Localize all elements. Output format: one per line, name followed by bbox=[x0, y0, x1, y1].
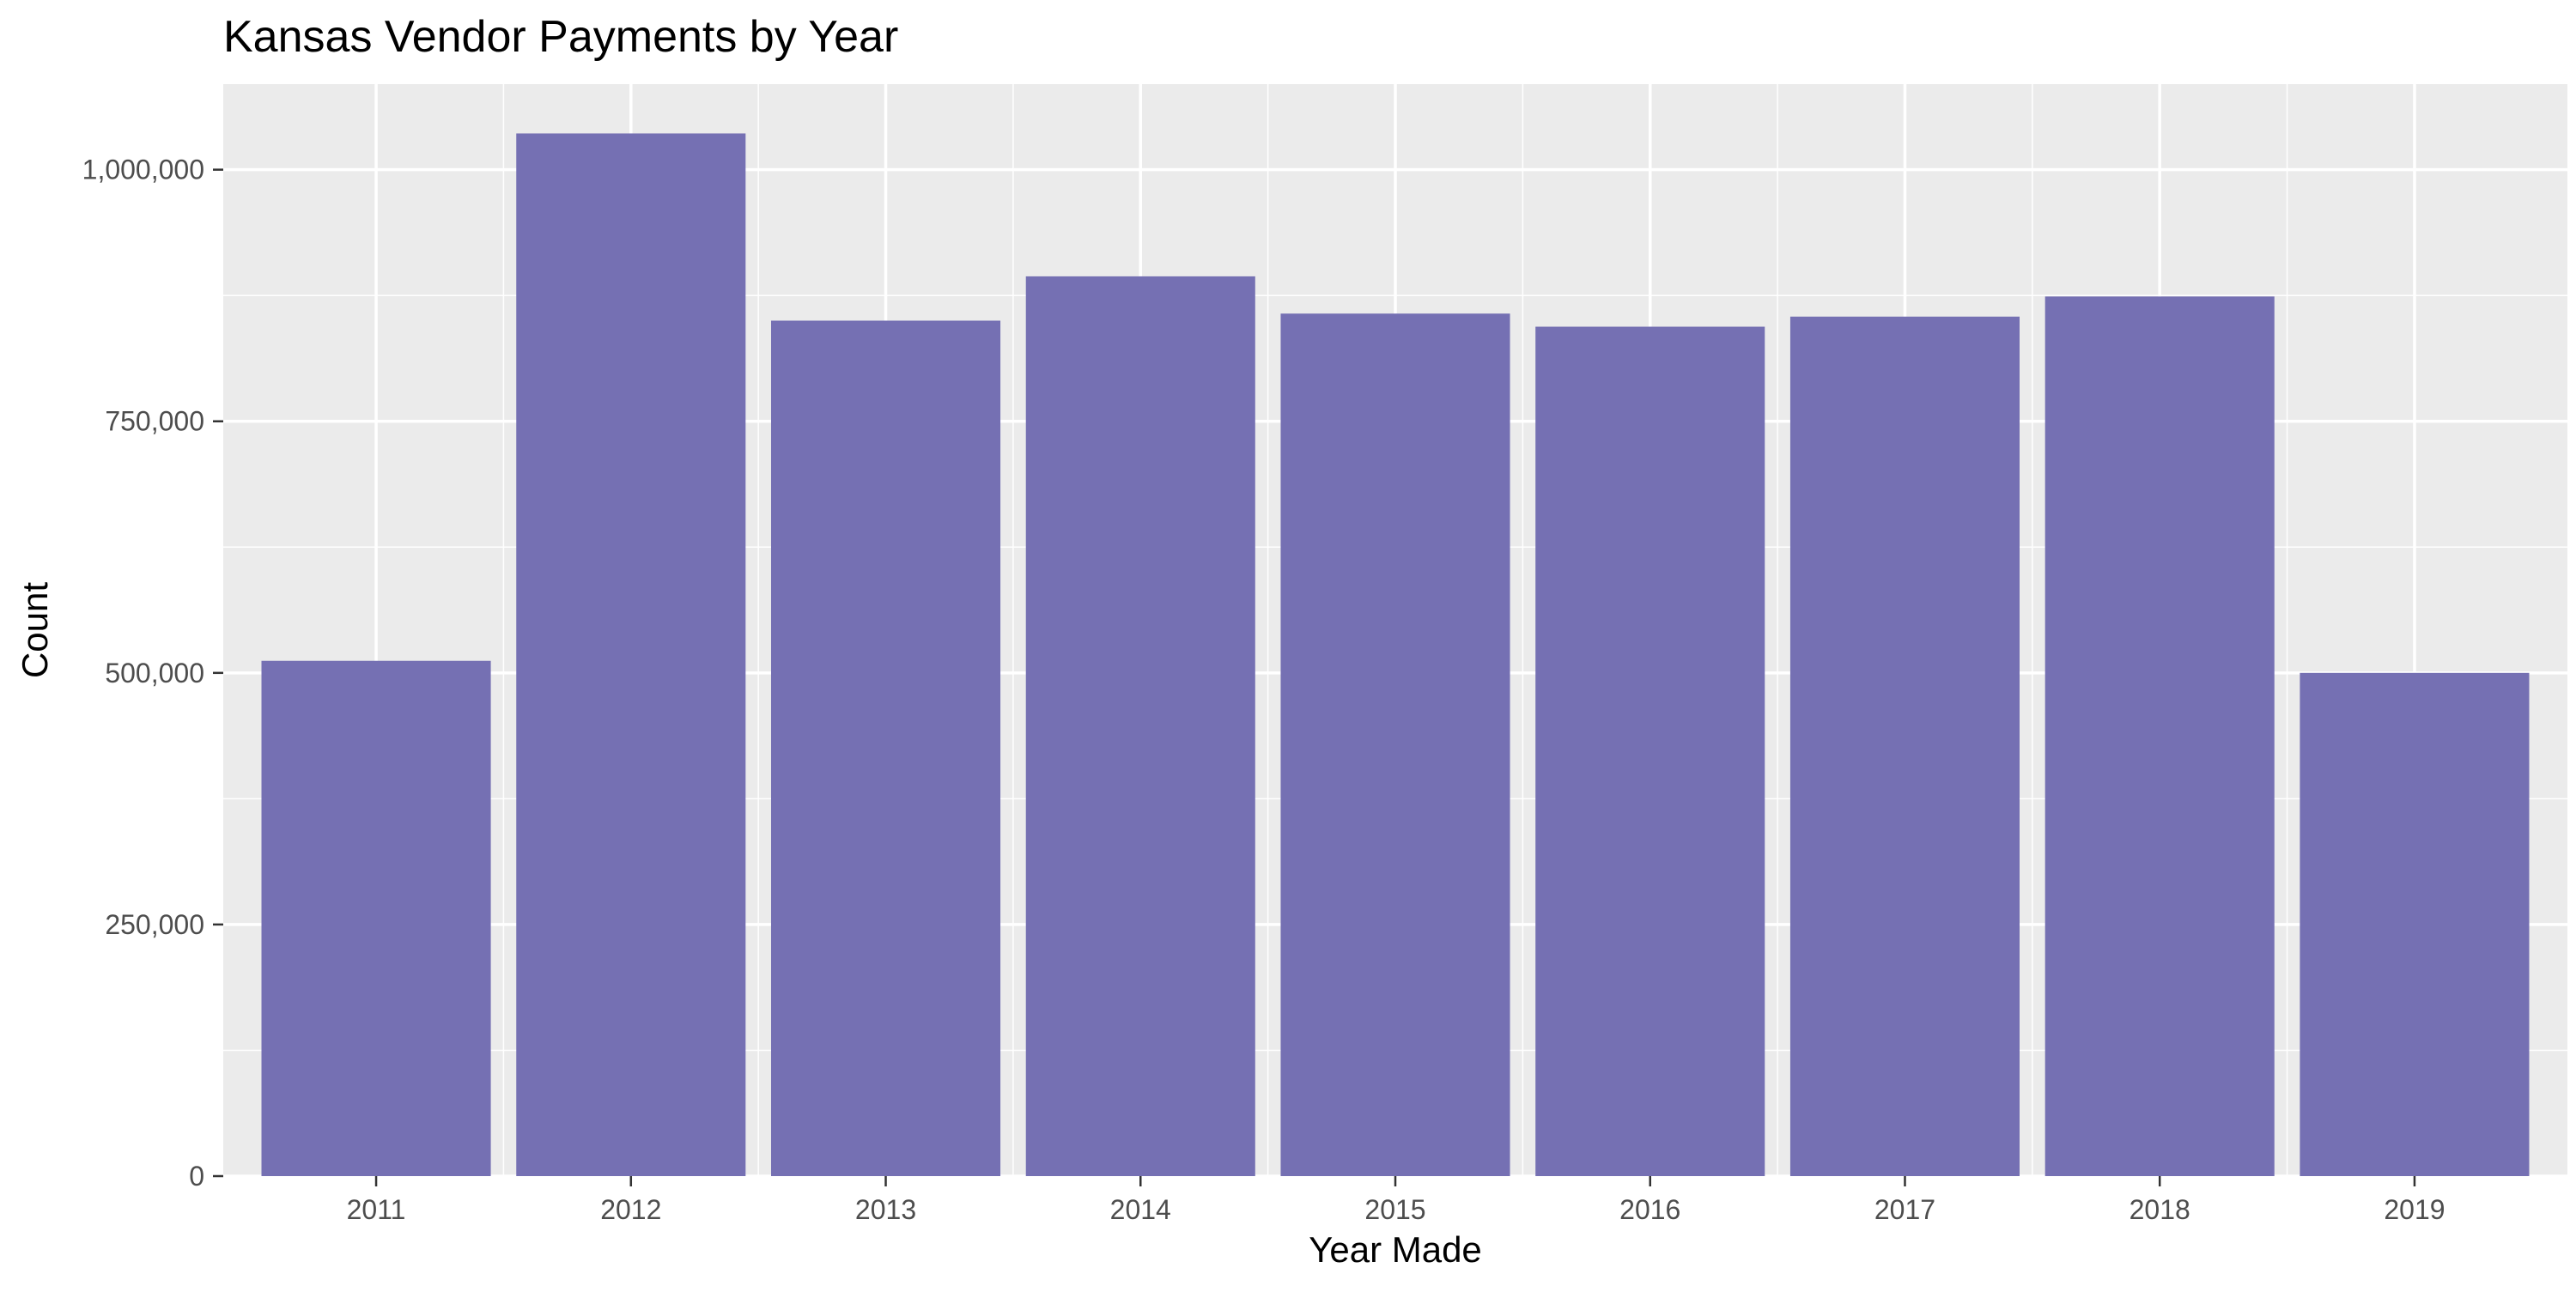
y-tick-label: 250,000 bbox=[105, 909, 204, 940]
y-tick-label: 500,000 bbox=[105, 658, 204, 688]
bar-2017 bbox=[1789, 316, 2020, 1177]
bar-2013 bbox=[770, 320, 1001, 1176]
chart-title: Kansas Vendor Payments by Year bbox=[223, 12, 898, 62]
x-tick-label-2019: 2019 bbox=[2384, 1194, 2445, 1225]
x-tick-label-2017: 2017 bbox=[1874, 1194, 1935, 1225]
x-tick-label-2016: 2016 bbox=[1619, 1194, 1680, 1225]
y-axis-title: Count bbox=[15, 582, 55, 678]
x-tick-label-2012: 2012 bbox=[600, 1194, 661, 1225]
bar-2012 bbox=[516, 133, 746, 1176]
bar-2018 bbox=[2044, 296, 2275, 1176]
bar-2014 bbox=[1025, 276, 1255, 1176]
x-tick-label-2014: 2014 bbox=[1110, 1194, 1171, 1225]
x-tick-label-2013: 2013 bbox=[855, 1194, 916, 1225]
x-tick-label-2011: 2011 bbox=[347, 1194, 406, 1225]
x-axis-title: Year Made bbox=[1309, 1229, 1482, 1270]
y-axis: 0 250,000 500,000 750,000 1,000,000 bbox=[82, 155, 223, 1192]
bar-2016 bbox=[1535, 326, 1765, 1177]
x-axis: 2011 2012 2013 2014 2015 2016 2017 2018 2019 bbox=[347, 1176, 2445, 1225]
y-tick-label: 750,000 bbox=[105, 406, 204, 437]
bar-series bbox=[261, 133, 2530, 1177]
x-tick-label-2018: 2018 bbox=[2129, 1194, 2190, 1225]
bar-2011 bbox=[261, 660, 491, 1176]
y-tick-label: 1,000,000 bbox=[82, 155, 204, 185]
bar-2015 bbox=[1280, 313, 1510, 1176]
y-tick-label: 0 bbox=[189, 1161, 204, 1192]
bar-2019 bbox=[2300, 672, 2530, 1176]
x-tick-label-2015: 2015 bbox=[1364, 1194, 1425, 1225]
